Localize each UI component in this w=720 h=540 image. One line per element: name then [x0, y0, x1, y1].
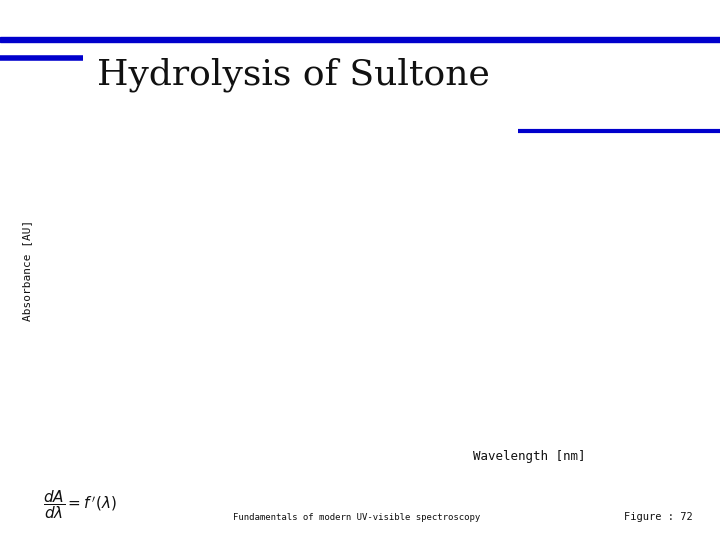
Text: Hydrolysis of Sultone: Hydrolysis of Sultone	[97, 57, 490, 92]
Text: Figure : 72: Figure : 72	[624, 512, 693, 522]
Text: Absorbance [AU]: Absorbance [AU]	[22, 219, 32, 321]
Text: Wavelength [nm]: Wavelength [nm]	[473, 450, 585, 463]
Bar	[0, 37, 720, 42]
Text: Fundamentals of modern UV-visible spectroscopy: Fundamentals of modern UV-visible spectr…	[233, 513, 480, 522]
Text: $\dfrac{dA}{d\lambda} = f^{\,\prime}(\lambda)$: $\dfrac{dA}{d\lambda} = f^{\,\prime}(\la…	[43, 489, 117, 521]
